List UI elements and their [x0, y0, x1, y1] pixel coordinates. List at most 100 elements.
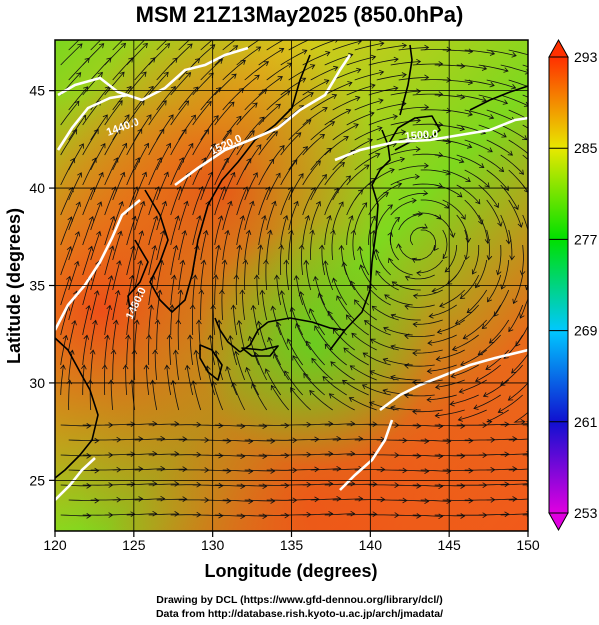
streamline	[486, 496, 518, 502]
streamline	[134, 495, 166, 502]
streamline	[390, 173, 420, 186]
streamline	[126, 157, 140, 186]
streamline	[442, 467, 474, 474]
streamline	[486, 49, 517, 58]
streamline	[104, 511, 136, 518]
streamline	[434, 214, 456, 238]
streamline	[192, 215, 202, 246]
streamline	[148, 71, 169, 96]
streamline	[293, 275, 304, 306]
streamline	[350, 229, 357, 261]
streamline	[222, 200, 233, 231]
streamline	[354, 496, 386, 503]
streamline	[313, 275, 326, 306]
streamline	[258, 186, 271, 216]
streamline	[522, 124, 528, 129]
streamline	[302, 79, 330, 96]
streamline	[456, 64, 488, 71]
streamline	[390, 483, 422, 489]
streamline	[310, 174, 327, 201]
streamline	[351, 332, 377, 351]
streamline	[236, 186, 249, 216]
streamline	[89, 349, 96, 381]
streamline	[60, 334, 69, 366]
streamline	[280, 159, 298, 186]
streamline	[391, 281, 421, 291]
streamline	[60, 100, 80, 126]
streamline	[112, 114, 130, 141]
colorbar-tick-label: 285	[574, 140, 598, 156]
streamline	[456, 154, 485, 169]
streamline	[317, 292, 334, 321]
streamline	[412, 409, 443, 415]
streamline	[214, 157, 229, 186]
streamline	[280, 77, 307, 96]
streamline	[110, 349, 117, 380]
streamline	[308, 308, 326, 336]
streamline	[126, 42, 148, 66]
streamline	[236, 513, 268, 520]
streamline	[288, 436, 320, 443]
streamline	[310, 495, 342, 502]
streamline	[382, 388, 413, 396]
streamline	[332, 201, 344, 231]
streamline	[411, 244, 436, 263]
streamline	[288, 496, 320, 503]
streamline	[104, 304, 112, 336]
streamline	[403, 392, 435, 399]
streamline	[434, 124, 466, 132]
streamline	[221, 259, 228, 291]
streamline	[464, 199, 484, 225]
streamline	[60, 483, 92, 489]
streamline	[428, 304, 457, 319]
streamline	[324, 510, 356, 517]
streamline	[191, 274, 198, 306]
streamline	[104, 275, 114, 306]
streamline	[390, 423, 422, 429]
streamline	[60, 275, 72, 306]
streamline	[152, 349, 158, 381]
streamline	[376, 42, 408, 51]
streamline	[244, 89, 268, 111]
streamline	[214, 513, 246, 520]
streamline	[192, 422, 224, 429]
streamline	[370, 229, 378, 261]
streamline	[214, 186, 226, 216]
streamline	[104, 215, 116, 246]
streamline	[295, 322, 312, 351]
streamline	[170, 215, 180, 246]
streamline	[225, 365, 238, 396]
streamline	[266, 172, 281, 201]
streamline	[376, 156, 406, 171]
streamline	[104, 128, 121, 156]
streamline	[416, 259, 444, 277]
streamline	[126, 100, 145, 126]
streamline	[531, 200, 544, 228]
x-tick-label: 150	[516, 537, 540, 553]
streamline	[310, 465, 342, 472]
streamline	[244, 498, 276, 504]
streamline	[156, 40, 168, 51]
streamline	[314, 325, 333, 351]
streamline	[148, 43, 171, 66]
streamline	[236, 244, 243, 276]
streamline	[450, 364, 479, 379]
streamline	[398, 74, 430, 81]
streamline	[500, 154, 525, 175]
streamline	[332, 435, 364, 442]
streamline	[456, 214, 472, 243]
streamline	[256, 320, 268, 351]
streamline	[376, 129, 407, 141]
streamline	[343, 347, 369, 366]
x-axis-label: Longitude (degrees)	[204, 561, 377, 581]
temperature-field: 1440.0 1520.0 1500.0 1480.0	[55, 40, 544, 531]
streamline	[126, 71, 147, 96]
streamline	[354, 152, 381, 171]
streamline	[288, 40, 314, 51]
streamline	[148, 157, 162, 186]
streamline	[466, 289, 488, 314]
streamline	[486, 79, 517, 90]
streamline	[331, 277, 348, 306]
streamline	[512, 274, 524, 305]
streamline	[104, 481, 136, 488]
